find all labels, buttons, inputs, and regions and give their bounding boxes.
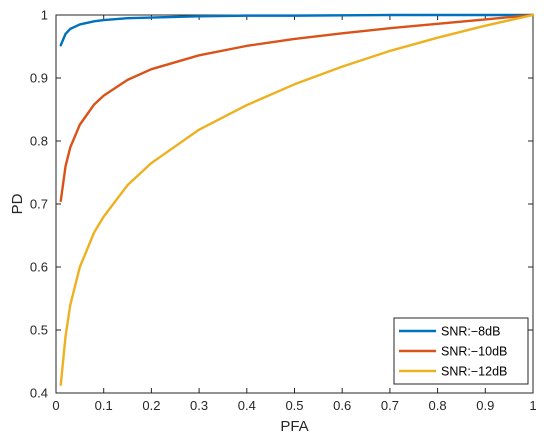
- x-axis-ticks: 0 0.1 0.2 0.3 0.4 0.5 0.6 0.7 0.8 0.9 1: [52, 15, 537, 413]
- x-tick-label: 0.9: [476, 398, 494, 413]
- x-tick-label: 0.8: [429, 398, 447, 413]
- y-tick-label: 0.9: [30, 71, 48, 86]
- legend-label-2: SNR:−10dB: [441, 345, 507, 359]
- x-tick-label: 0.7: [381, 398, 399, 413]
- series-line-2: [59, 13, 535, 203]
- legend-label-1: SNR:−8dB: [441, 325, 500, 339]
- x-tick-label: 0: [52, 398, 59, 413]
- y-axis-label: PD: [9, 193, 26, 214]
- x-tick-label: 0.1: [95, 398, 113, 413]
- x-tick-label: 1: [529, 398, 536, 413]
- x-tick-label: 0.3: [190, 398, 208, 413]
- legend-label-3: SNR:−12dB: [441, 365, 507, 379]
- y-tick-label: 0.7: [30, 197, 48, 212]
- y-tick-label: 0.6: [30, 260, 48, 275]
- y-tick-label: 0.5: [30, 323, 48, 338]
- y-tick-label: 0.4: [30, 386, 48, 401]
- series-line-3: [59, 13, 535, 387]
- x-tick-label: 0.2: [142, 398, 160, 413]
- legend: SNR:−8dB SNR:−10dB SNR:−12dB: [393, 317, 529, 385]
- x-tick-label: 0.5: [285, 398, 303, 413]
- y-tick-label: 1: [41, 8, 48, 23]
- curves: [59, 13, 535, 387]
- x-tick-label: 0.4: [238, 398, 256, 413]
- x-tick-label: 0.6: [333, 398, 351, 413]
- series-line-1: [59, 13, 535, 47]
- x-axis-label: PFA: [280, 418, 308, 435]
- y-axis-ticks: 0.4 0.5 0.6 0.7 0.8 0.9 1: [30, 8, 533, 401]
- y-tick-label: 0.8: [30, 134, 48, 149]
